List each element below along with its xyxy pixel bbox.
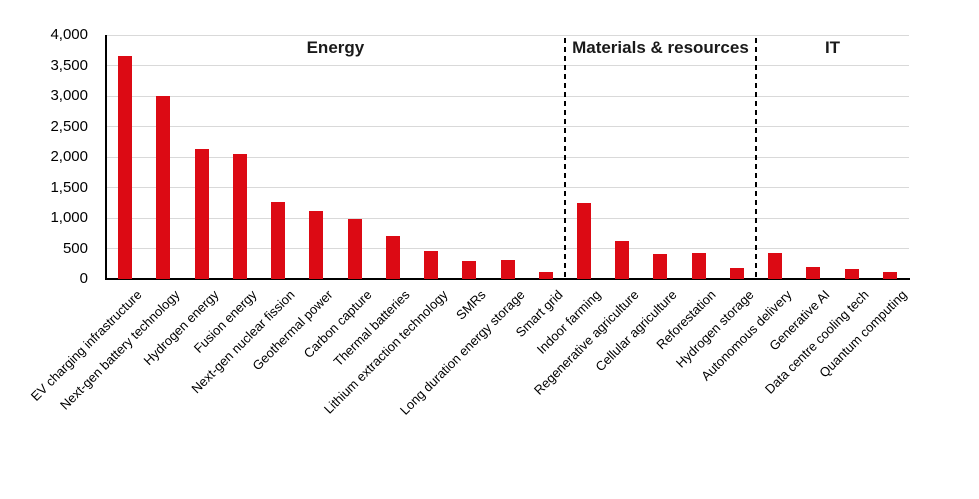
gridline	[106, 156, 909, 158]
bar	[232, 153, 247, 279]
bar	[615, 241, 630, 279]
gridline	[106, 65, 909, 66]
gridline	[106, 126, 909, 127]
y-axis-tick-label: 3,000	[50, 87, 88, 104]
bar	[194, 149, 209, 279]
bar	[653, 253, 668, 279]
gridline	[106, 95, 909, 97]
y-axis-tick-label: 2,500	[50, 117, 88, 135]
y-axis-line	[105, 35, 107, 279]
y-axis-tick-label: 1,500	[50, 178, 88, 196]
bar	[385, 236, 400, 279]
section-divider-line	[563, 38, 566, 279]
section-header: Energy	[306, 38, 365, 57]
gridline	[106, 217, 909, 219]
bar	[729, 268, 744, 279]
bar	[500, 260, 515, 279]
y-axis-tick-label: 0	[79, 270, 88, 287]
bar	[271, 201, 286, 279]
bar	[309, 210, 324, 279]
section-header: Materials & resources	[572, 38, 749, 57]
x-axis-line	[105, 278, 910, 280]
gridline	[106, 248, 909, 249]
bar	[806, 267, 821, 279]
y-axis-tick-label: 1,000	[50, 209, 88, 226]
bar	[768, 252, 783, 279]
bar	[691, 252, 706, 279]
bar	[118, 56, 133, 279]
y-axis-tick-label: 500	[62, 239, 88, 257]
bar	[576, 202, 591, 279]
bar	[844, 269, 859, 279]
y-axis-tick-label: 4,000	[50, 26, 88, 43]
bar	[462, 260, 477, 279]
bar	[538, 272, 553, 279]
section-header: IT	[824, 38, 841, 57]
y-axis-tick-label: 2,000	[50, 148, 88, 165]
bar	[347, 218, 362, 279]
gridline	[106, 34, 909, 36]
bar	[156, 96, 171, 279]
gridline	[106, 187, 909, 188]
y-axis-tick-label: 3,500	[50, 56, 88, 74]
bar	[882, 271, 897, 279]
bar	[424, 250, 439, 279]
section-divider-line	[755, 38, 758, 279]
